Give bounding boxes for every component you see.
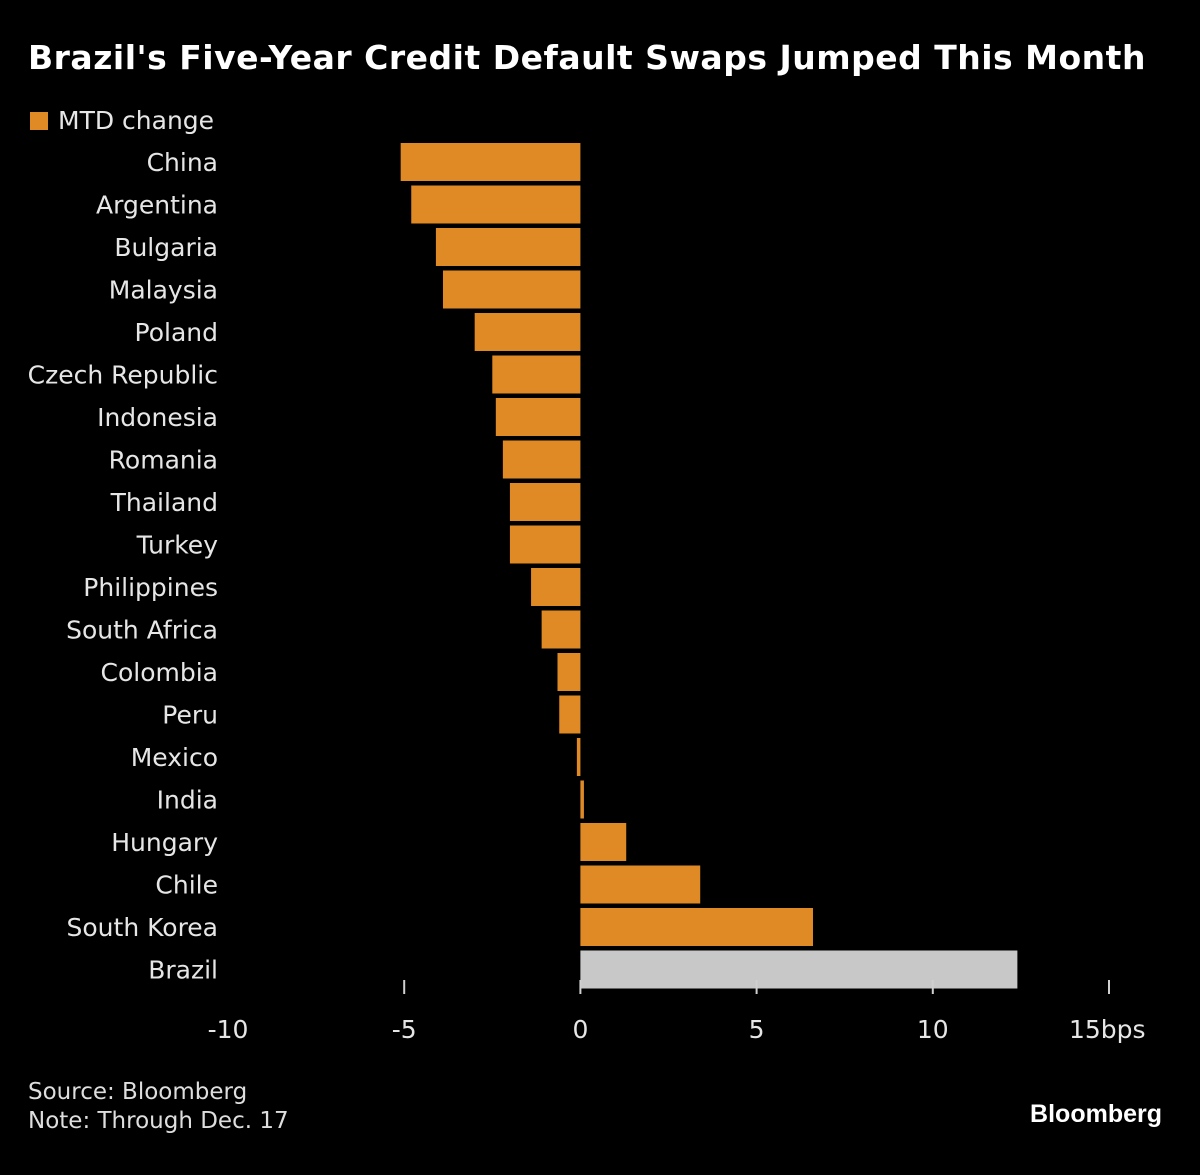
- chart-title: Brazil's Five-Year Credit Default Swaps …: [28, 38, 1146, 77]
- category-labels-group: China Argentina Bulgaria Malaysia Poland Czec…: [28, 148, 219, 985]
- bar-south-korea: [580, 908, 813, 946]
- bar-argentina: [411, 185, 581, 224]
- category-label-chile: Chile: [155, 871, 218, 900]
- date-note: Note: Through Dec. 17: [28, 1108, 289, 1134]
- bar-poland: [474, 313, 581, 351]
- category-label-czech-republic: Czech Republic: [28, 361, 218, 390]
- bar-mexico: [576, 738, 581, 776]
- bloomberg-logo: Bloomberg: [1030, 1100, 1162, 1128]
- category-label-bulgaria: Bulgaria: [114, 233, 218, 262]
- category-label-argentina: Argentina: [96, 191, 218, 220]
- bar-brazil: [580, 950, 1018, 989]
- x-tick-label--10: -10: [208, 1015, 249, 1044]
- legend-label-mtd-change: MTD change: [58, 106, 215, 135]
- bar-india: [580, 780, 584, 819]
- category-label-poland: Poland: [135, 318, 218, 347]
- category-label-peru: Peru: [162, 701, 218, 730]
- footer: Source: Bloomberg Note: Through Dec. 17: [28, 1078, 289, 1136]
- legend: MTD change: [30, 106, 214, 135]
- bar-romania: [502, 440, 581, 479]
- category-label-romania: Romania: [109, 446, 218, 475]
- category-label-philippines: Philippines: [83, 573, 218, 602]
- category-label-indonesia: Indonesia: [97, 403, 218, 432]
- legend-swatch-mtd-change: [30, 111, 48, 130]
- source-note: Source: Bloomberg: [28, 1079, 248, 1105]
- category-label-turkey: Turkey: [136, 531, 219, 560]
- bar-thailand: [509, 483, 581, 521]
- category-label-colombia: Colombia: [101, 658, 218, 687]
- category-label-thailand: Thailand: [110, 488, 218, 517]
- category-label-india: India: [157, 786, 218, 815]
- category-label-south-korea: South Korea: [67, 913, 218, 942]
- bar-philippines: [531, 568, 581, 606]
- bars-group: [400, 143, 1018, 989]
- bar-peru: [559, 695, 581, 734]
- bar-colombia: [557, 653, 581, 691]
- bar-czech-republic: [492, 355, 581, 394]
- bar-chile: [580, 865, 701, 904]
- category-label-mexico: Mexico: [131, 743, 218, 772]
- x-axis-group: -10 -5 0 5 10 15bps: [208, 980, 1146, 1044]
- bar-turkey: [509, 525, 581, 564]
- bar-indonesia: [495, 398, 581, 436]
- category-label-malaysia: Malaysia: [109, 276, 218, 305]
- category-label-hungary: Hungary: [111, 828, 218, 857]
- x-tick-label-15: 15bps: [1069, 1015, 1146, 1044]
- x-tick-label-0: 0: [572, 1015, 588, 1044]
- category-label-brazil: Brazil: [148, 956, 218, 985]
- bar-hungary: [580, 823, 627, 861]
- bar-malaysia: [442, 270, 581, 309]
- x-tick-label-5: 5: [749, 1015, 765, 1044]
- bar-south-africa: [541, 610, 581, 649]
- category-label-south-africa: South Africa: [66, 616, 218, 645]
- bar-bulgaria: [435, 228, 581, 266]
- x-tick-label--5: -5: [392, 1015, 417, 1044]
- bar-chart: China Argentina Bulgaria Malaysia Poland Czec…: [28, 143, 1146, 1044]
- bar-china: [400, 143, 581, 181]
- category-label-china: China: [147, 148, 218, 177]
- x-tick-label-10: 10: [917, 1015, 949, 1044]
